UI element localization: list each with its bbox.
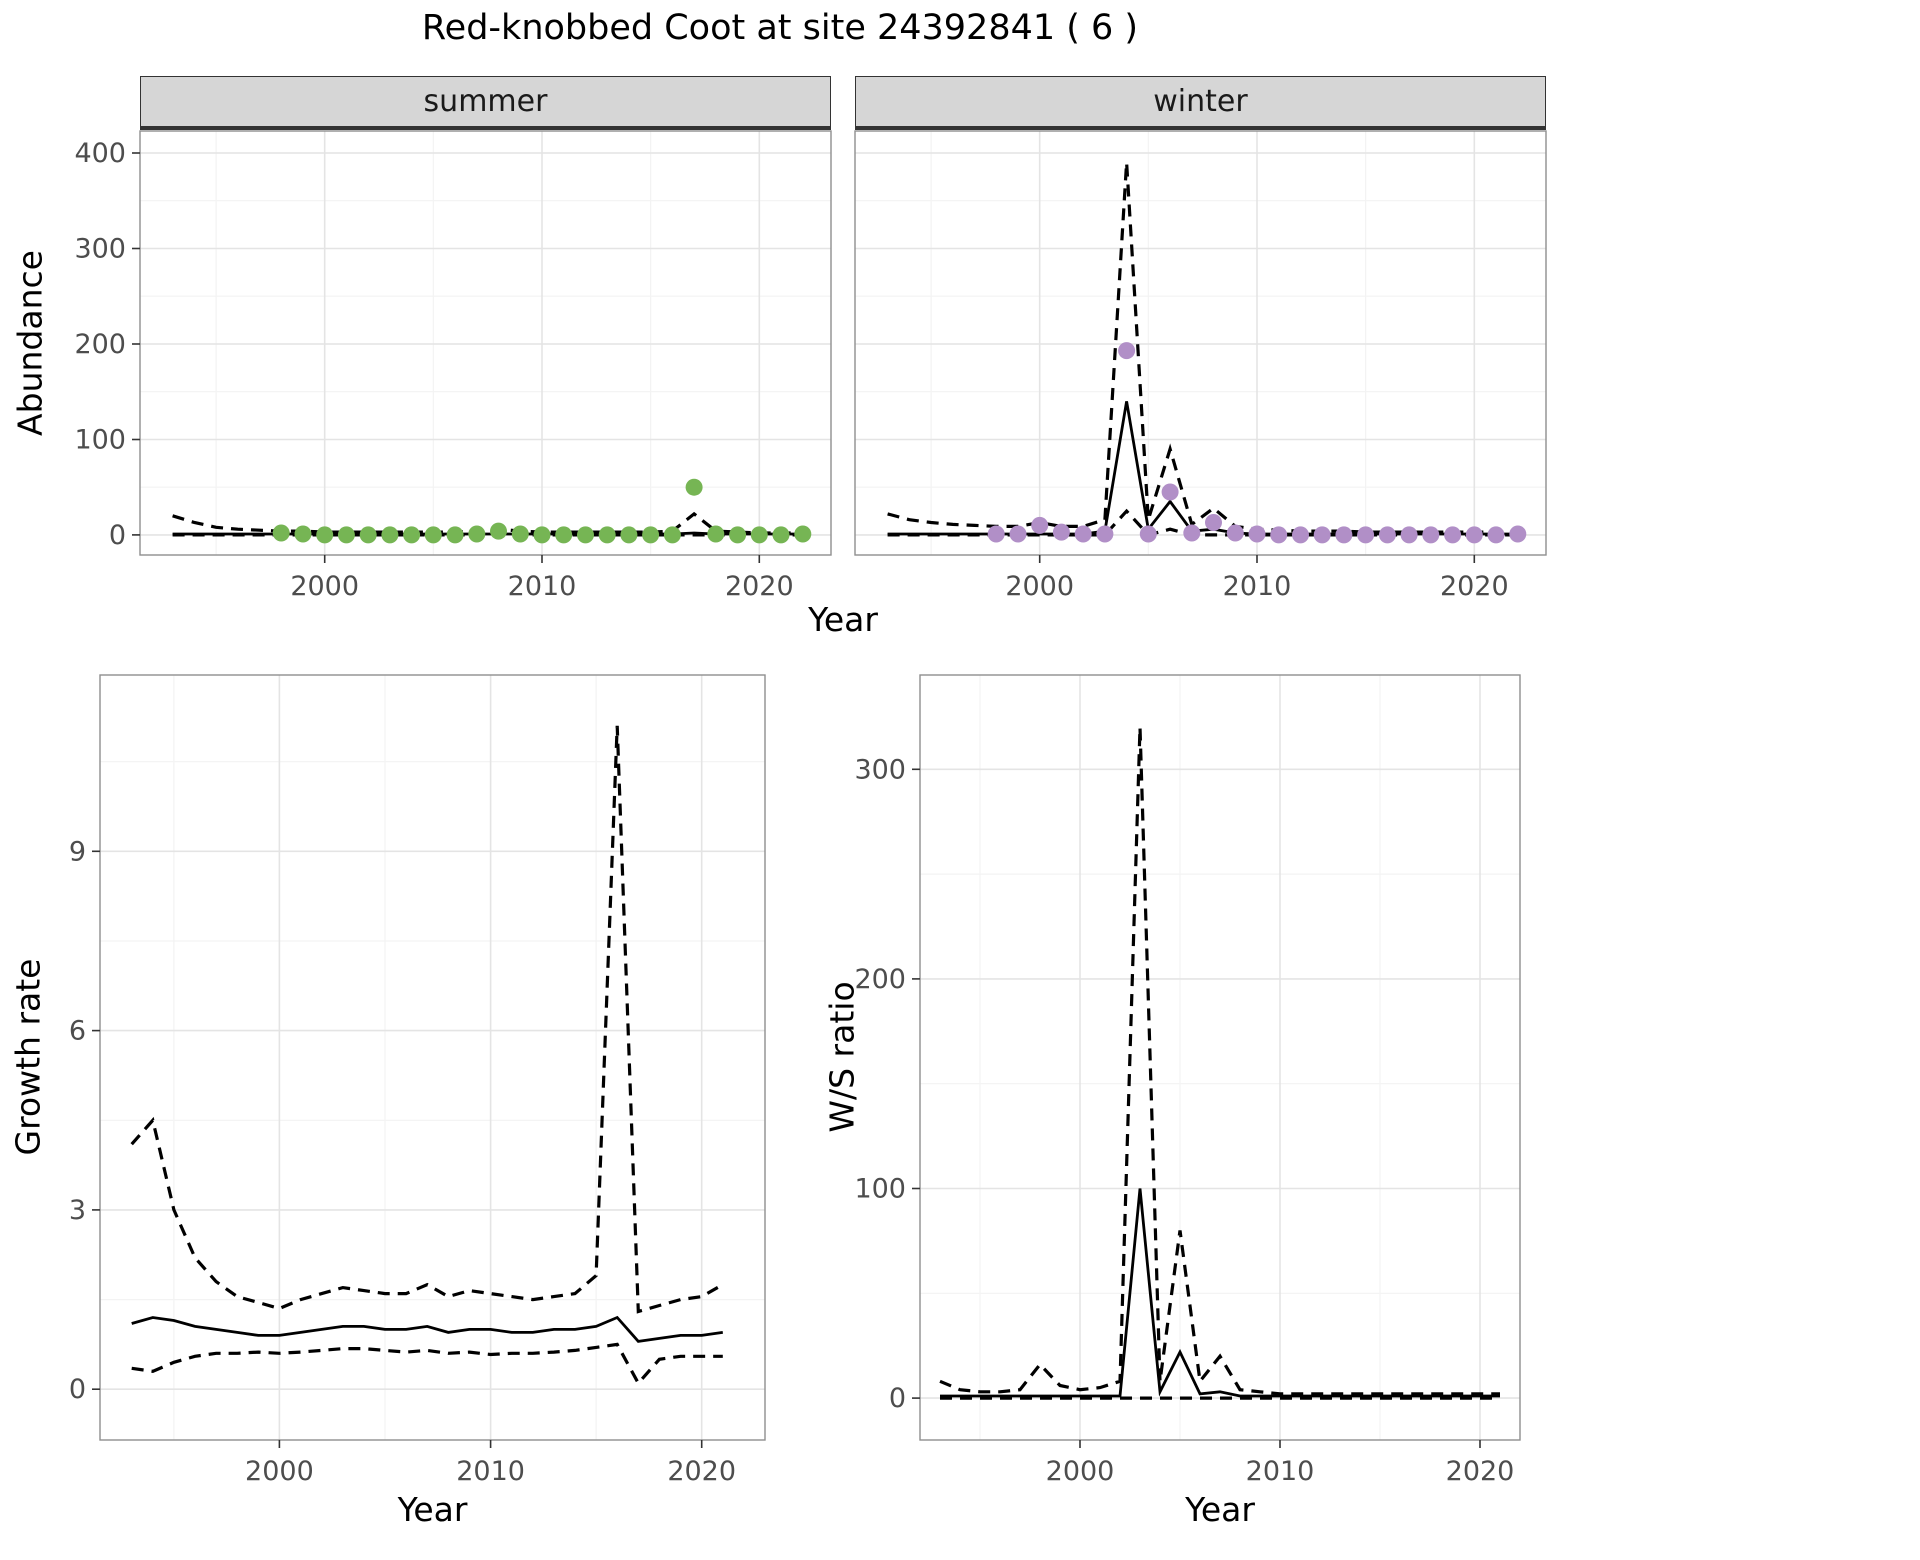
svg-text:2010: 2010 [508, 571, 577, 602]
abundance-y-axis-title: Abundance [10, 250, 50, 436]
svg-text:400: 400 [74, 138, 126, 169]
svg-text:200: 200 [854, 964, 906, 995]
svg-text:300: 300 [74, 234, 126, 265]
ws-ratio-panel: 2000 2010 2020 0 100 200 300 [854, 674, 1521, 1487]
growth-rate-panel: 2000 2010 2020 0 3 6 9 [69, 674, 766, 1487]
svg-text:0: 0 [69, 1374, 86, 1405]
svg-text:6: 6 [69, 1016, 86, 1047]
svg-text:2000: 2000 [1046, 1456, 1115, 1487]
svg-text:2000: 2000 [245, 1456, 314, 1487]
facet-strip-summer: summer [140, 76, 831, 130]
svg-text:3: 3 [69, 1195, 86, 1226]
growth-rate-x-axis-title: Year [397, 1490, 468, 1529]
svg-text:2010: 2010 [456, 1456, 525, 1487]
winter-abundance-panel: 2000 2010 2020 [854, 130, 1547, 602]
svg-text:100: 100 [854, 1174, 906, 1205]
svg-text:2010: 2010 [1223, 571, 1292, 602]
svg-text:2010: 2010 [1246, 1456, 1315, 1487]
svg-text:2020: 2020 [667, 1456, 736, 1487]
svg-text:100: 100 [74, 425, 126, 456]
svg-text:2000: 2000 [290, 571, 359, 602]
svg-text:2020: 2020 [1446, 1456, 1515, 1487]
svg-text:9: 9 [69, 836, 86, 867]
svg-text:200: 200 [74, 329, 126, 360]
facet-strip-winter-label: winter [1153, 84, 1248, 119]
ws-ratio-x-axis-title: Year [1185, 1490, 1255, 1529]
svg-text:2020: 2020 [1440, 571, 1509, 602]
svg-text:0: 0 [889, 1383, 906, 1414]
svg-text:300: 300 [854, 754, 906, 785]
figure-title: Red-knobbed Coot at site 24392841 ( 6 ) [421, 8, 1139, 48]
svg-text:2020: 2020 [725, 571, 794, 602]
facet-strip-summer-label: summer [423, 84, 548, 119]
abundance-x-axis-title: Year [808, 600, 878, 639]
facet-strip-winter: winter [855, 76, 1546, 130]
svg-text:2000: 2000 [1005, 571, 1074, 602]
summer-abundance-panel: 2000 2010 2020 0 100 200 300 400 [74, 130, 832, 602]
svg-text:0: 0 [109, 520, 126, 551]
